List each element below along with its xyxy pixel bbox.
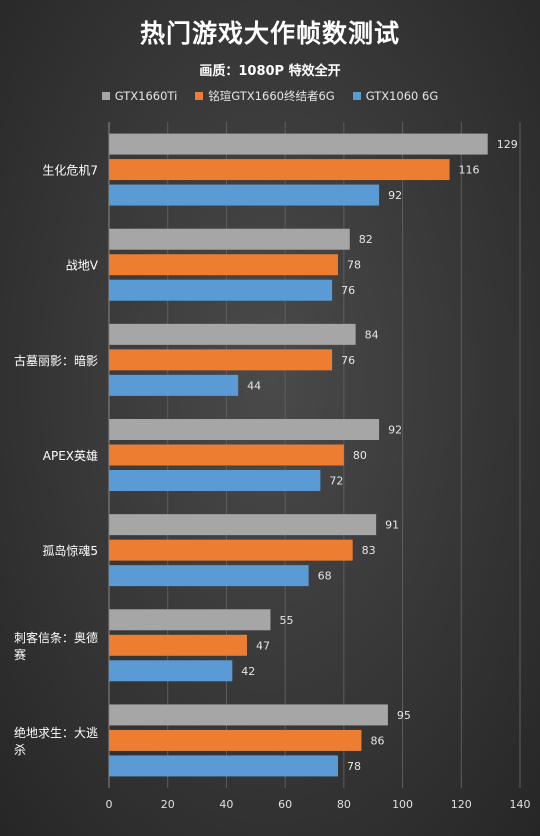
bar-value-label-5-0: 55: [279, 614, 293, 627]
bar-value-label-5-1: 47: [256, 639, 270, 652]
bar-value-label-6-2: 78: [347, 760, 361, 773]
legend-label-gtx1060: GTX1060 6G: [365, 89, 439, 103]
bar-value-label-0-0: 129: [497, 138, 518, 151]
bar-0-0: [109, 133, 488, 155]
bar-value-label-3-2: 72: [329, 475, 343, 488]
x-tick-label-3: 60: [278, 798, 292, 811]
bar-value-label-3-1: 80: [353, 449, 367, 462]
bar-value-label-0-2: 92: [388, 189, 402, 202]
bar-value-label-4-2: 68: [318, 570, 332, 583]
bar-2-1: [109, 349, 333, 371]
category-label-6-1: 杀: [14, 742, 26, 757]
category-label-5-0: 刺客信条：奥德: [14, 630, 98, 645]
bar-1-2: [109, 279, 333, 301]
chart-subtitle: 画质：1080P 特效全开: [199, 64, 341, 79]
legend-item-mingxuan-gtx1660: 铭瑄GTX1660终结者6G: [195, 88, 335, 104]
category-label-1-0: 战地V: [66, 259, 99, 273]
bar-value-label-2-1: 76: [341, 354, 355, 367]
category-label-4-0: 孤岛惊魂5: [42, 543, 98, 558]
bar-value-label-2-0: 84: [365, 328, 379, 341]
bar-value-label-1-0: 82: [359, 233, 373, 246]
bar-value-label-5-2: 42: [241, 665, 255, 678]
legend-label-gtx1660ti: GTX1660Ti: [114, 89, 178, 103]
bar-value-label-3-0: 92: [388, 424, 402, 437]
category-label-0-0: 生化危机7: [42, 164, 98, 178]
x-tick-label-4: 80: [337, 798, 351, 811]
bar-6-0: [109, 704, 388, 726]
legend-swatch-gtx1660ti: [101, 92, 110, 100]
x-tick-label-7: 140: [510, 798, 531, 811]
bar-4-2: [109, 565, 309, 587]
bar-3-2: [109, 470, 321, 491]
legend-label-mingxuan-gtx1660: 铭瑄GTX1660终结者6G: [208, 89, 335, 103]
bar-5-1: [109, 634, 247, 656]
bar-value-label-4-0: 91: [385, 519, 399, 532]
bar-3-1: [109, 444, 344, 466]
category-label-5-1: 赛: [14, 647, 26, 662]
category-label-6-0: 绝地求生：大逃: [14, 725, 98, 740]
bar-6-1: [109, 729, 362, 751]
bar-value-label-6-1: 86: [370, 734, 384, 747]
bar-5-0: [109, 609, 271, 631]
bar-4-0: [109, 514, 377, 536]
legend-swatch-gtx1060: [352, 92, 361, 100]
legend-item-gtx1660ti: GTX1660Ti: [101, 88, 178, 104]
bar-3-0: [109, 419, 380, 440]
legend-item-gtx1060: GTX1060 6G: [352, 88, 439, 104]
bar-value-label-6-0: 95: [397, 709, 411, 722]
bar-5-2: [109, 660, 233, 682]
legend-swatch-mingxuan-gtx1660: [195, 92, 204, 100]
x-tick-label-6: 120: [451, 798, 472, 811]
bar-value-label-2-2: 44: [247, 379, 261, 392]
bar-value-label-4-1: 83: [362, 544, 376, 557]
bar-2-0: [109, 323, 356, 345]
x-tick-label-2: 40: [219, 798, 233, 811]
category-label-3-0: APEX英雄: [43, 448, 98, 463]
bar-1-1: [109, 254, 338, 276]
category-label-2-0: 古墓丽影：暗影: [14, 353, 98, 368]
bar-value-label-1-1: 78: [347, 259, 361, 272]
bar-value-label-0-1: 116: [459, 164, 480, 177]
chart-title: 热门游戏大作帧数测试: [139, 19, 400, 48]
legend: GTX1660Ti 铭瑄GTX1660终结者6G GTX1060 6G: [0, 88, 540, 104]
x-tick-label-0: 0: [106, 798, 113, 811]
bar-1-0: [109, 228, 350, 250]
bar-2-2: [109, 374, 239, 396]
x-tick-label-1: 20: [161, 798, 175, 811]
bar-4-1: [109, 539, 353, 561]
x-tick-label-5: 100: [392, 798, 413, 811]
bar-value-label-1-2: 76: [341, 284, 355, 297]
bar-0-1: [109, 159, 450, 181]
bar-0-2: [109, 184, 380, 206]
bar-6-2: [109, 755, 338, 777]
